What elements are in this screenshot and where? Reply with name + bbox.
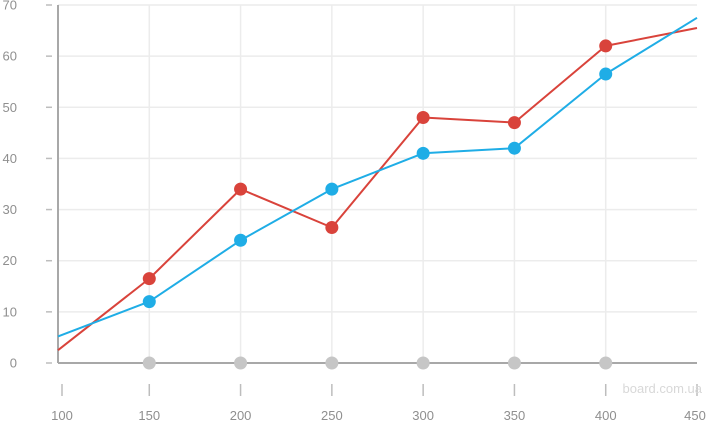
x-tick-label: 150	[138, 408, 160, 422]
x-tick-label: 300	[412, 408, 434, 422]
series-lines	[57, 16, 698, 351]
x-tick-label: 350	[504, 408, 526, 422]
series-1-point	[325, 220, 339, 234]
x-tick-label: 100	[51, 408, 73, 422]
series-1-point	[507, 116, 521, 130]
axes	[46, 4, 698, 396]
x-tick-label: 200	[230, 408, 252, 422]
series-3-point	[142, 356, 156, 370]
series-markers	[142, 39, 613, 370]
tick-labels: 0 10 20 30 40 50 60 70 100 150 200 250 300 350 400 450	[3, 0, 706, 422]
x-tick-label: 450	[684, 408, 706, 422]
series-3-point	[599, 356, 613, 370]
series-2-point	[325, 182, 339, 196]
series-2-point	[599, 67, 613, 81]
series-2-point	[507, 141, 521, 155]
y-tick-label: 30	[3, 202, 17, 217]
series-3-point	[507, 356, 521, 370]
series-2-point	[142, 295, 156, 309]
x-tick-label: 250	[321, 408, 343, 422]
series-3-point	[325, 356, 339, 370]
y-tick-label: 50	[3, 100, 17, 115]
series-1-point	[416, 111, 430, 125]
series-2-point	[234, 233, 248, 247]
x-tick-label: 400	[595, 408, 617, 422]
y-tick-label: 0	[10, 356, 17, 371]
y-tick-label: 10	[3, 304, 17, 319]
grid	[58, 4, 697, 363]
y-tick-label: 60	[3, 49, 17, 64]
series-1-point	[142, 272, 156, 286]
y-tick-label: 20	[3, 253, 17, 268]
watermark-text: board.com.ua	[622, 381, 703, 396]
series-3-point	[416, 356, 430, 370]
series-1-point	[234, 182, 248, 196]
series-3-point	[234, 356, 248, 370]
series-2-line	[57, 16, 698, 338]
y-tick-label: 40	[3, 151, 17, 166]
y-tick-label: 70	[3, 0, 17, 13]
series-2-point	[416, 146, 430, 160]
series-1-line	[57, 27, 698, 351]
series-1-point	[599, 39, 613, 53]
